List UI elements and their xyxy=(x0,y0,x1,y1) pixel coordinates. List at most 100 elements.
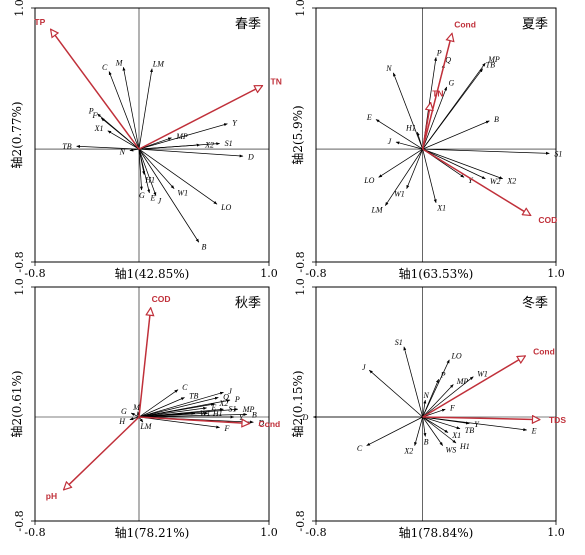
species-label: E xyxy=(150,194,156,203)
env-arrow-cod xyxy=(138,308,151,418)
species-label: F xyxy=(224,424,230,433)
species-arrow-g xyxy=(138,149,143,191)
species-arrow-p xyxy=(422,378,440,418)
species-label: J xyxy=(362,363,366,372)
species-label: W1 xyxy=(177,188,188,197)
species-label: X2 xyxy=(506,176,516,185)
season-title: 夏季 xyxy=(522,17,548,32)
env-arrow-tp xyxy=(51,29,140,150)
species-label: G xyxy=(121,407,127,416)
species-label: LM xyxy=(152,60,165,69)
y-tick-min: -0.8 xyxy=(294,510,307,531)
species-label: TB xyxy=(62,142,71,151)
species-arrow-m xyxy=(122,66,140,150)
species-label: Q xyxy=(223,392,229,401)
x-axis-label: 轴1(63.53%) xyxy=(399,266,474,281)
plot-frame xyxy=(315,286,557,522)
species-label: TB xyxy=(465,426,474,435)
species-arrow-e xyxy=(138,149,151,194)
season-title: 秋季 xyxy=(235,296,261,311)
species-label: G xyxy=(139,191,145,200)
species-arrow-mp xyxy=(422,384,454,418)
species-label: S1 xyxy=(395,338,403,347)
species-label: Q xyxy=(445,56,451,65)
species-arrow-x1 xyxy=(422,149,437,204)
species-arrow-j xyxy=(138,148,157,197)
species-arrow-x1 xyxy=(107,130,140,150)
species-arrow-n xyxy=(129,148,140,152)
species-label: J xyxy=(228,387,232,396)
species-label: W1 xyxy=(394,189,405,198)
species-label: X2 xyxy=(204,141,214,150)
env-label: TP xyxy=(34,17,45,27)
species-arrow-w1 xyxy=(422,376,474,418)
species-label: LO xyxy=(450,351,461,360)
species-arrow-lo xyxy=(138,148,218,205)
species-arrow-g xyxy=(422,86,448,150)
species-label: D xyxy=(257,418,264,427)
species-arrow-h1 xyxy=(138,411,209,418)
species-label: F xyxy=(92,111,98,120)
env-label: Cond xyxy=(258,419,280,429)
species-label: WS xyxy=(446,446,457,455)
species-arrow-w1 xyxy=(138,148,175,189)
env-arrow-tn xyxy=(138,84,263,150)
species-arrow-s1 xyxy=(403,346,424,418)
x-axis-label: 轴1(78.21%) xyxy=(115,525,190,540)
species-arrow-h1 xyxy=(422,416,457,444)
species-arrow-lm xyxy=(138,68,153,150)
species-label: X2 xyxy=(218,399,228,408)
species-label: Y xyxy=(468,176,474,185)
env-label: TDS xyxy=(549,415,566,425)
species-arrow-x2 xyxy=(414,416,424,446)
y-tick-max: 1.0 xyxy=(294,278,307,296)
species-label: H1 xyxy=(459,442,470,451)
species-arrow-s1 xyxy=(422,148,550,155)
species-label: C xyxy=(357,444,363,453)
x-tick-min: -0.8 xyxy=(24,267,45,280)
species-arrow-tb xyxy=(138,397,185,418)
species-label: G xyxy=(448,78,454,87)
species-label: Y xyxy=(232,118,238,127)
species-label: C xyxy=(102,63,108,72)
species-label: X1 xyxy=(436,204,446,213)
plot-frame xyxy=(34,286,270,522)
panel-1: -0.8 1.0 -0.8 1.0 轴1(42.85%) 轴2(0.77%) 春季 C M LM P… xyxy=(9,0,282,281)
species-label: MP xyxy=(242,405,255,414)
species-arrow-c xyxy=(366,416,423,446)
env-arrow-ph xyxy=(64,416,140,490)
species-label: B xyxy=(424,437,429,446)
species-arrow-lm xyxy=(385,148,423,206)
species-arrow-tb xyxy=(76,144,140,150)
species-label: W2 xyxy=(490,177,501,186)
species-label: B xyxy=(494,115,499,124)
species-arrow-h1 xyxy=(416,131,424,150)
y-axis-label: 轴2(0.15%) xyxy=(290,370,305,437)
species-label: S1 xyxy=(228,405,236,414)
species-arrow-ws xyxy=(422,416,443,446)
species-label: TB xyxy=(486,61,495,70)
env-arrow-tds xyxy=(422,417,540,420)
species-arrow-b xyxy=(422,416,427,437)
x-tick-min: -0.8 xyxy=(305,267,326,280)
species-label: MP xyxy=(456,377,469,386)
species-arrow-j xyxy=(395,141,423,150)
species-arrow-f xyxy=(138,416,220,429)
species-label: B xyxy=(252,410,257,419)
species-label: S1 xyxy=(225,139,233,148)
plot-frame xyxy=(315,7,557,263)
species-label: P xyxy=(436,48,442,57)
y-axis-label: 轴2(5.9%) xyxy=(290,105,305,165)
species-arrow-x1 xyxy=(422,416,449,433)
species-label: X2 xyxy=(403,446,413,455)
species-label: F xyxy=(449,404,455,413)
y-tick-max: 1.0 xyxy=(294,0,307,17)
species-label: E xyxy=(531,427,537,436)
species-arrow-f xyxy=(422,408,446,418)
species-label: X1 xyxy=(94,124,104,133)
species-label: P xyxy=(88,107,94,116)
env-arrow-cod xyxy=(422,148,531,215)
season-title: 春季 xyxy=(235,17,261,32)
y-axis-label: 轴2(0.77%) xyxy=(9,101,24,168)
species-label: S1 xyxy=(554,150,562,159)
